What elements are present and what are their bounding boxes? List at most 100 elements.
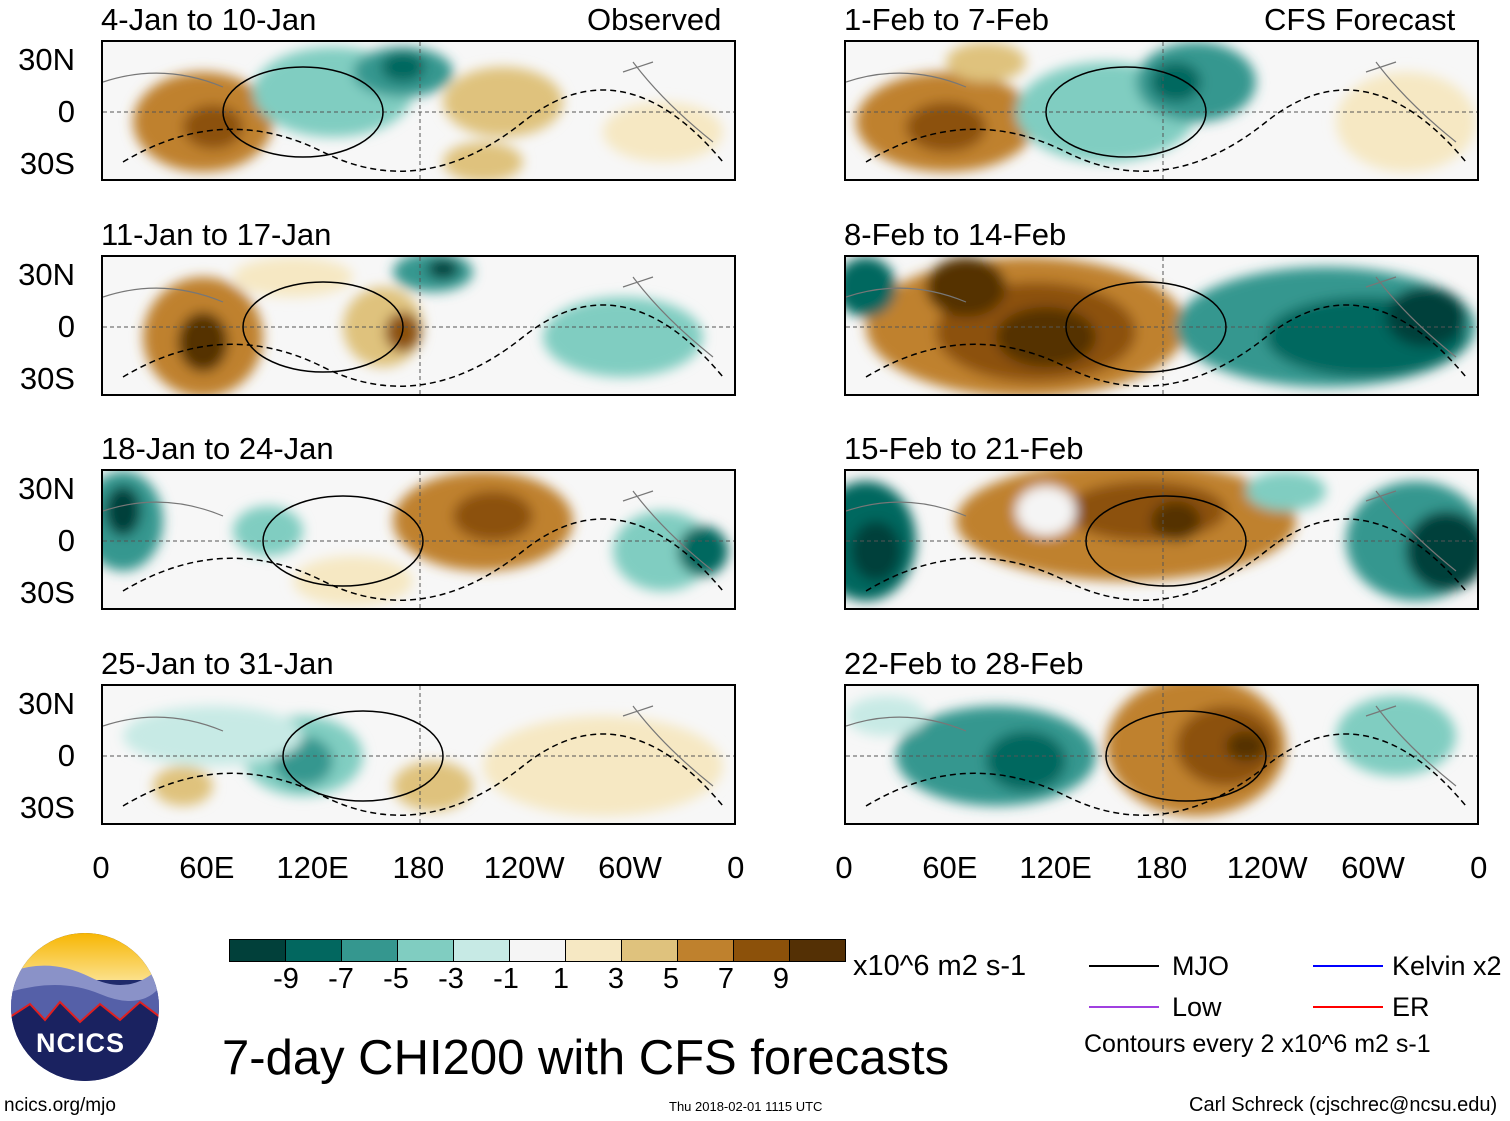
map-panel [844,255,1479,396]
y-tick-label: 30S [19,361,75,396]
contour-negative [865,733,1467,816]
legend-kelvin-line [1313,965,1383,967]
colorbar-label: -9 [273,963,299,995]
site-url[interactable]: ncics.org/mjo [4,1095,116,1116]
coastline [846,490,1457,572]
anomaly-region [678,526,728,576]
x-tick-label: 120W [483,850,565,885]
map-panel [844,40,1479,181]
colorbar-label: -5 [383,963,409,995]
contour-negative [865,304,1467,387]
anomaly-region [1151,62,1201,102]
colorbar-label: 9 [772,963,790,995]
map-panel [101,40,736,181]
panel-title: 8-Feb to 14-Feb [844,217,1067,252]
legend-er-line [1313,1006,1383,1008]
y-tick-label: 30N [18,471,75,506]
coastline [103,705,714,787]
contour-mjo [222,66,384,158]
contour-mjo [1065,281,1227,373]
anomaly-region [233,257,353,297]
contour-mjo [1105,710,1267,802]
x-tick-label: 180 [392,850,445,885]
panel-title: 11-Jan to 17-Jan [101,217,332,252]
colorbar-label: -3 [438,963,464,995]
anomaly-region [105,486,141,536]
anomaly-region [1336,696,1456,776]
x-tick-label: 0 [1470,850,1488,885]
anomaly-region [1016,486,1076,536]
anomaly-region [233,506,303,556]
anomaly-region [1246,471,1326,511]
anomaly-region [381,52,425,82]
anomaly-region [1226,731,1266,761]
legend-low: Low [1172,992,1222,1022]
colorbar-swatch [286,940,342,961]
colorbar-label: 5 [662,963,680,995]
colorbar-swatch [510,940,566,961]
anomaly-region [846,257,896,317]
map-panel [844,469,1479,610]
author-credit: Carl Schreck (cjschrec@ncsu.edu) [1189,1094,1498,1116]
x-tick-label: 0 [835,850,853,885]
contour-mjo [262,495,424,587]
colorbar-label: -1 [493,963,519,995]
colorbar-swatch [342,940,398,961]
y-tick-label: 30N [18,257,75,292]
observed-label: Observed [587,2,722,37]
y-tick-label: 30S [19,575,75,610]
y-tick-label: 30N [18,686,75,721]
anomaly-region [906,102,986,152]
anomaly-region [603,102,723,162]
x-tick-label: 120W [1226,850,1308,885]
x-tick-label: 60E [922,850,978,885]
ncics-logo: NCICS [10,932,160,1082]
legend-er: ER [1392,992,1430,1022]
anomaly-region [1151,501,1201,541]
x-tick-label: 0 [92,850,110,885]
logo-text: NCICS [36,1028,126,1058]
panel-title: 15-Feb to 21-Feb [844,431,1084,466]
y-tick-label: 0 [57,309,75,344]
contour-negative [122,304,724,387]
legend-kelvin: Kelvin x2 [1392,951,1502,981]
x-tick-label: 0 [727,850,745,885]
colorbar-swatch [678,940,734,961]
contour-mjo [282,710,444,802]
anomaly-region [427,259,459,279]
coastline [846,705,1457,787]
units-label: x10^6 m2 s-1 [853,950,1027,982]
anomaly-region [846,696,926,736]
anomaly-region [293,556,413,606]
x-tick-label: 120E [276,850,349,885]
contour-note: Contours every 2 x10^6 m2 s-1 [1084,1030,1431,1058]
contour-mjo [242,281,404,373]
forecast-label: CFS Forecast [1264,2,1456,37]
anomaly-region [926,257,1006,317]
anomaly-region [543,297,703,377]
colorbar-swatch [454,940,510,961]
coastline [846,61,1457,143]
colorbar-swatch [790,940,845,961]
contour-negative [865,518,1467,601]
panel-title: 4-Jan to 10-Jan [101,2,317,37]
timestamp: Thu 2018-02-01 1115 UTC [669,1099,823,1114]
anomaly-region [453,491,533,541]
y-tick-label: 0 [57,738,75,773]
anomaly-region [986,731,1066,791]
anomaly-region [946,42,1026,82]
y-tick-label: 30S [19,790,75,825]
coastline [103,276,714,358]
contour-negative [122,89,724,172]
legend-low-line [1089,1006,1159,1008]
map-panel [844,684,1479,825]
colorbar-label: -7 [328,963,354,995]
map-panel [101,469,736,610]
map-panel [101,255,736,396]
panel-title: 25-Jan to 31-Jan [101,646,334,681]
colorbar-swatch [622,940,678,961]
panel-title: 22-Feb to 28-Feb [844,646,1084,681]
anomaly-region [1066,481,1226,541]
colorbar [229,939,846,962]
anomaly-region [393,761,473,811]
